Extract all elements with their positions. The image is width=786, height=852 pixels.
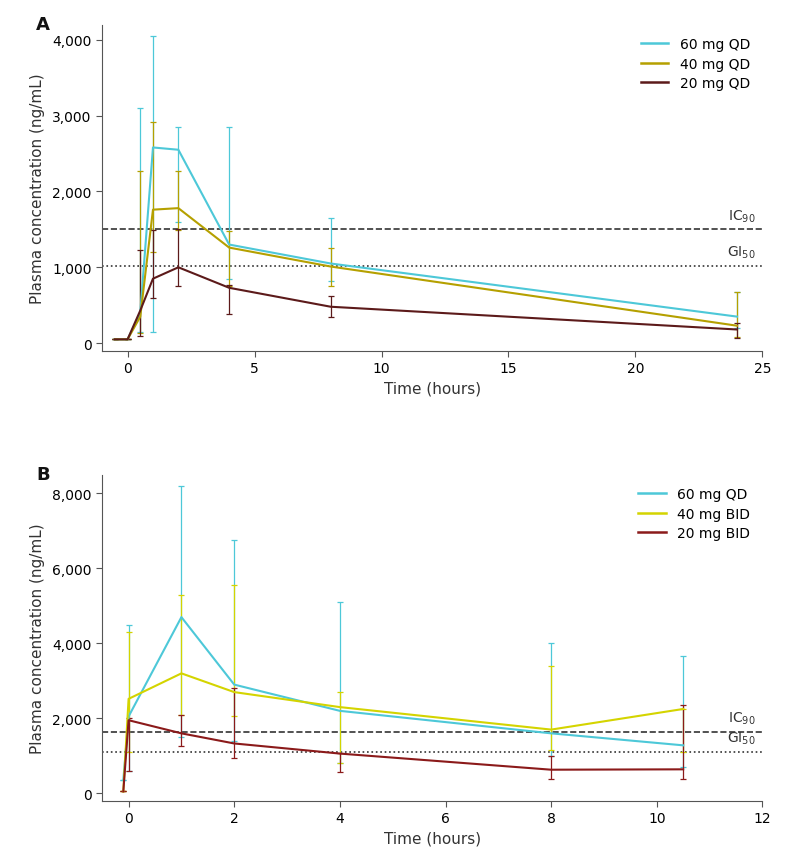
- Y-axis label: Plasma concentration (ng/mL): Plasma concentration (ng/mL): [31, 73, 46, 303]
- Legend: 60 mg QD, 40 mg BID, 20 mg BID: 60 mg QD, 40 mg BID, 20 mg BID: [633, 482, 755, 546]
- Text: B: B: [36, 465, 50, 483]
- Legend: 60 mg QD, 40 mg QD, 20 mg QD: 60 mg QD, 40 mg QD, 20 mg QD: [635, 32, 755, 96]
- Y-axis label: Plasma concentration (ng/mL): Plasma concentration (ng/mL): [31, 523, 46, 753]
- Text: A: A: [36, 16, 50, 34]
- Text: GI$_{50}$: GI$_{50}$: [727, 730, 756, 746]
- Text: IC$_{90}$: IC$_{90}$: [728, 208, 756, 224]
- X-axis label: Time (hours): Time (hours): [384, 831, 481, 846]
- X-axis label: Time (hours): Time (hours): [384, 381, 481, 396]
- Text: GI$_{50}$: GI$_{50}$: [727, 245, 756, 261]
- Text: IC$_{90}$: IC$_{90}$: [728, 710, 756, 726]
